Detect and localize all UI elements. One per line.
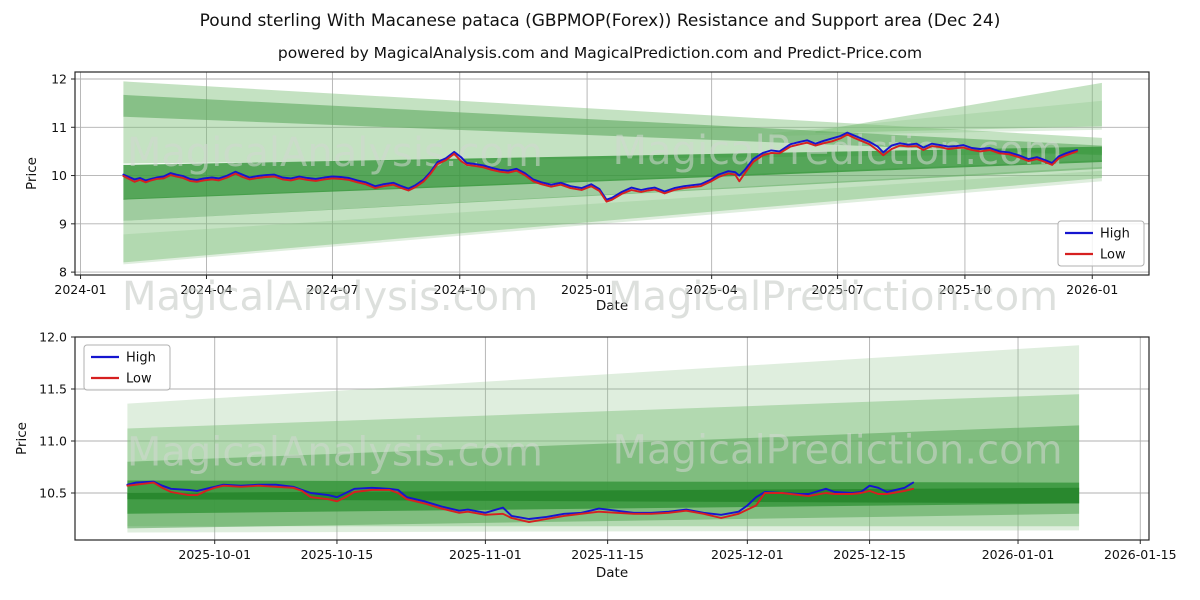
x-tick-label: 2025-11-15: [571, 547, 644, 562]
y-tick-label: 11.5: [39, 381, 67, 396]
x-tick-label: 2026-01-01: [982, 547, 1055, 562]
y-tick-label: 10.5: [39, 485, 67, 500]
y-tick-label: 12: [51, 72, 67, 87]
bottom-chart: MagicalAnalysis.com MagicalPrediction.com…: [14, 330, 1177, 582]
watermark-text: MagicalPrediction.com: [613, 428, 1063, 474]
x-tick-label: 2025-12-01: [711, 547, 784, 562]
x-tick-label: 2025-10-15: [301, 547, 374, 562]
x-tick-label: 2024-07: [306, 282, 358, 297]
legend-high-label: High: [126, 351, 156, 366]
y-tick-label: 9: [59, 216, 67, 231]
x-tick-label: 2024-01: [54, 282, 106, 297]
legend-low-label: Low: [126, 372, 152, 387]
band-strong: [123, 146, 1102, 200]
x-tick-label: 2025-10: [939, 282, 991, 297]
y-tick-label: 11.0: [39, 433, 67, 448]
y-axis-label: Price: [24, 157, 40, 190]
series-low-line: [122, 133, 1078, 203]
watermark-text: MagicalAnalysis.com: [127, 430, 543, 476]
x-axis-label: Date: [596, 565, 628, 581]
x-tick-label: 2025-11-01: [449, 547, 522, 562]
band-lightest: [123, 170, 1102, 265]
legend-low-label: Low: [1100, 248, 1126, 263]
chart-subtitle: powered by MagicalAnalysis.com and Magic…: [277, 44, 923, 62]
series-low-line: [126, 481, 915, 524]
band-lightest: [772, 100, 1102, 136]
y-tick-label: 12.0: [39, 330, 67, 345]
x-tick-label: 2025-07: [811, 282, 863, 297]
y-axis-label: Price: [14, 422, 30, 455]
series-high-line: [122, 131, 1078, 201]
axes-spines: [74, 336, 1150, 541]
legend-high-label: High: [1100, 227, 1130, 242]
x-tick-label: 2024-04: [180, 282, 232, 297]
band-medium: [123, 160, 1102, 221]
watermark-text: MagicalAnalysis.com: [127, 130, 543, 176]
legend: High Low: [83, 344, 171, 391]
x-tick-label: 2025-04: [686, 282, 738, 297]
band-light: [815, 82, 1102, 134]
legend: High Low: [1057, 220, 1145, 267]
x-tick-label: 2026-01: [1066, 282, 1118, 297]
y-tick-label: 11: [51, 120, 67, 135]
x-axis-label: Date: [596, 298, 628, 314]
y-tick-label: 8: [59, 265, 67, 280]
x-tick-label: 2024-10: [434, 282, 486, 297]
band-light: [123, 166, 1102, 263]
x-tick-label: 2025-10-01: [178, 547, 251, 562]
x-tick-label: 2026-01-15: [1104, 547, 1177, 562]
x-tick-label: 2025-12-15: [833, 547, 906, 562]
x-tick-label: 2025-01: [561, 282, 613, 297]
chart-title: Pound sterling With Macanese pataca (GBP…: [199, 11, 1001, 31]
y-tick-label: 10: [51, 168, 67, 183]
series-high-line: [126, 480, 915, 520]
axes-spines: [74, 71, 1150, 276]
top-chart: MagicalAnalysis.com MagicalPrediction.com…: [24, 71, 1150, 314]
